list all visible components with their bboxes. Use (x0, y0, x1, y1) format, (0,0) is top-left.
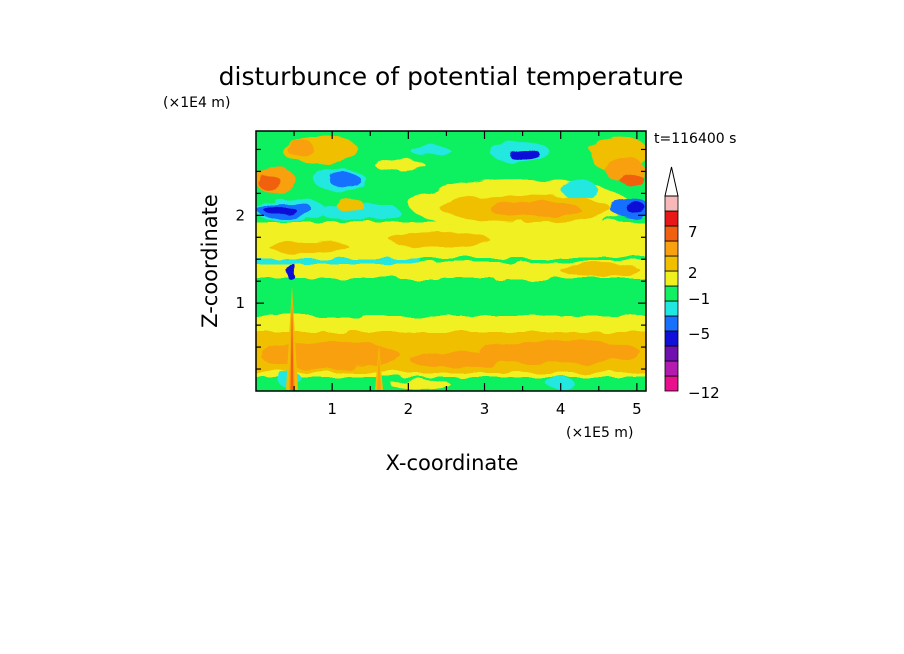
y-axis-label: Z-coordinate (198, 194, 222, 328)
colorbar-swatch (664, 270, 679, 287)
y-axis: 12 (235, 148, 646, 370)
colorbar-swatch (664, 360, 679, 377)
contour-field (256, 131, 646, 391)
x-tick-label: 3 (480, 400, 490, 418)
colorbar-swatch (664, 255, 679, 272)
colorbar-swatch (664, 345, 679, 362)
colorbar-tick-label: 7 (688, 223, 698, 241)
plot-frame (255, 130, 647, 392)
colorbar-tick-label: −5 (688, 325, 710, 343)
colorbar-swatch (664, 300, 679, 317)
colorbar-extend-arrow (664, 166, 679, 197)
colorbar-tick-label: 2 (688, 264, 698, 282)
time-label: t=116400 s (654, 131, 736, 147)
colorbar-swatch (664, 330, 679, 347)
x-axis: 1 2 3 4 5 (293, 131, 642, 418)
colorbar-swatch (664, 210, 679, 227)
colorbar-swatch (664, 315, 679, 332)
x-tick-label: 4 (556, 400, 566, 418)
y-tick-label: 1 (235, 294, 245, 312)
y-unit-label: (×1E4 m) (163, 95, 230, 111)
colorbar-swatch (664, 240, 679, 257)
colorbar-tick-label: −1 (688, 290, 710, 308)
colorbar-swatch (664, 225, 679, 242)
colorbar: 7 2 −1 −5 −12 (664, 166, 720, 402)
x-unit-label: (×1E5 m) (566, 425, 633, 441)
y-tick-label: 2 (235, 206, 245, 224)
x-axis-label: X-coordinate (386, 451, 519, 475)
x-tick-label: 5 (632, 400, 642, 418)
colorbar-tick-label: −12 (688, 384, 720, 402)
x-tick-label: 1 (327, 400, 337, 418)
colorbar-swatch (664, 285, 679, 302)
x-tick-label: 2 (404, 400, 414, 418)
colorbar-swatch (664, 375, 679, 392)
chart-title: disturbunce of potential temperature (219, 62, 684, 91)
colorbar-swatch (664, 195, 679, 212)
